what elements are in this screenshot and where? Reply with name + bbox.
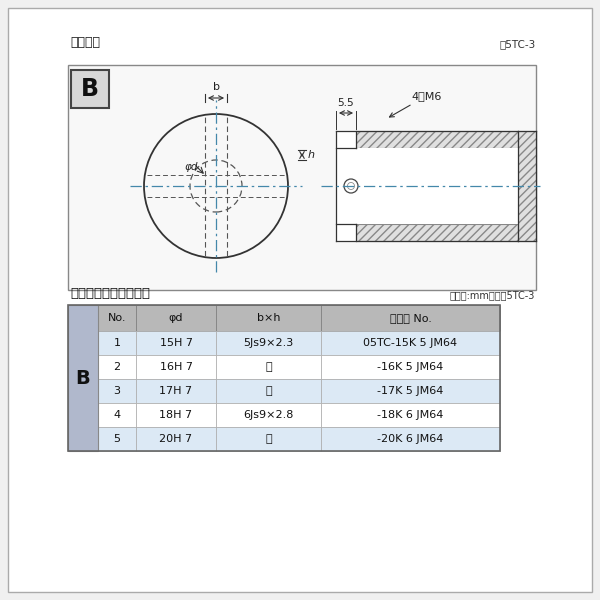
Bar: [356, 148, 518, 224]
Text: 5.5: 5.5: [338, 98, 355, 108]
Bar: [136, 355, 216, 379]
Text: 16H 7: 16H 7: [160, 362, 193, 372]
Text: B: B: [76, 368, 91, 388]
Text: h: h: [308, 150, 315, 160]
Text: 軸穴形状コード一覧表: 軸穴形状コード一覧表: [70, 287, 150, 300]
Text: 4: 4: [113, 410, 121, 420]
Text: -20K 6 JM64: -20K 6 JM64: [377, 434, 443, 444]
Bar: [356, 224, 518, 241]
Text: 2: 2: [113, 362, 121, 372]
Bar: [68, 65, 536, 290]
Text: φd: φd: [169, 313, 183, 323]
Bar: [136, 379, 216, 403]
Text: 〃: 〃: [265, 362, 272, 372]
Text: 〃: 〃: [265, 386, 272, 396]
Text: コード No.: コード No.: [389, 313, 431, 323]
Bar: [321, 403, 500, 427]
Bar: [68, 305, 98, 451]
Bar: [68, 305, 500, 451]
Bar: [98, 379, 136, 403]
Text: 4－M6: 4－M6: [389, 91, 442, 117]
Bar: [321, 427, 500, 451]
Text: 5Js9×2.3: 5Js9×2.3: [244, 338, 293, 348]
Text: B: B: [81, 77, 99, 101]
Bar: [136, 403, 216, 427]
Bar: [356, 131, 518, 148]
Bar: [216, 305, 321, 331]
Bar: [98, 331, 136, 355]
Text: -17K 5 JM64: -17K 5 JM64: [377, 386, 443, 396]
Bar: [321, 379, 500, 403]
Bar: [216, 427, 321, 451]
Bar: [216, 379, 321, 403]
Bar: [98, 427, 136, 451]
Text: 1: 1: [113, 338, 121, 348]
Bar: [98, 355, 136, 379]
Text: 18H 7: 18H 7: [160, 410, 193, 420]
Text: b×h: b×h: [257, 313, 280, 323]
Bar: [136, 305, 216, 331]
Text: 軸穴形状: 軸穴形状: [70, 36, 100, 49]
Text: No.: No.: [108, 313, 126, 323]
Text: 05TC-15K 5 JM64: 05TC-15K 5 JM64: [364, 338, 458, 348]
Bar: [216, 355, 321, 379]
Text: 20H 7: 20H 7: [160, 434, 193, 444]
Text: -16K 5 JM64: -16K 5 JM64: [377, 362, 443, 372]
Bar: [216, 403, 321, 427]
Bar: [518, 131, 536, 241]
Bar: [321, 305, 500, 331]
Bar: [136, 331, 216, 355]
Text: 3: 3: [113, 386, 121, 396]
Text: 囵5TC-3: 囵5TC-3: [500, 39, 536, 49]
Bar: [71, 70, 109, 108]
Bar: [336, 131, 356, 241]
Text: 5: 5: [113, 434, 121, 444]
Text: 15H 7: 15H 7: [160, 338, 193, 348]
Bar: [136, 427, 216, 451]
Text: 17H 7: 17H 7: [160, 386, 193, 396]
Bar: [321, 355, 500, 379]
Text: -18K 6 JM64: -18K 6 JM64: [377, 410, 443, 420]
Text: 6Js9×2.8: 6Js9×2.8: [244, 410, 293, 420]
Bar: [321, 331, 500, 355]
Text: （単位:mm）　表5TC-3: （単位:mm） 表5TC-3: [449, 290, 535, 300]
Text: b: b: [212, 82, 220, 92]
Bar: [98, 403, 136, 427]
Bar: [68, 305, 98, 451]
Text: φd: φd: [185, 162, 198, 172]
Bar: [216, 331, 321, 355]
Text: 〃: 〃: [265, 434, 272, 444]
Bar: [98, 305, 136, 331]
